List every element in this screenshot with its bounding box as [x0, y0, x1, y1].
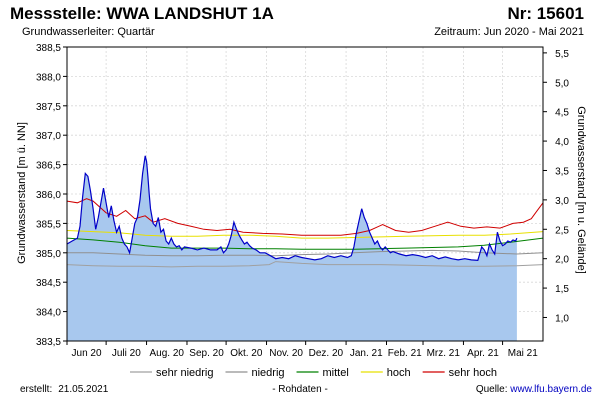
- legend-label-mittel: mittel: [323, 367, 349, 379]
- y-tick-label: 383,5: [36, 337, 61, 348]
- y-tick-label: 388,0: [36, 72, 61, 83]
- x-tick-label: Feb. 21: [388, 348, 422, 359]
- x-tick-label: Apr. 21: [467, 348, 499, 359]
- y-tick-label: 387,0: [36, 131, 61, 142]
- created-label: erstellt:: [20, 384, 53, 395]
- aquifer-label: Grundwasserleiter: Quartär: [22, 26, 155, 38]
- source-label: Quelle:: [475, 384, 508, 395]
- y2-tick-label: 4,0: [555, 137, 569, 148]
- y2-tick-label: 1,0: [555, 313, 569, 324]
- x-tick-label: Dez. 20: [309, 348, 344, 359]
- series-line-mittel: [66, 237, 544, 250]
- chart-area: [67, 155, 517, 341]
- water-level-area: [67, 155, 517, 341]
- y-tick-label: 388,5: [36, 43, 61, 54]
- x-tick-label: Jan. 21: [350, 348, 383, 359]
- y2-axis-label: Grundwasserstand [m u. Gelände]: [575, 106, 587, 274]
- legend-label-hoch: hoch: [387, 367, 411, 379]
- x-tick-label: Mrz. 21: [427, 348, 461, 359]
- y-tick-label: 385,5: [36, 219, 61, 230]
- y-tick-label: 384,5: [36, 278, 61, 289]
- y-tick-label: 386,0: [36, 190, 61, 201]
- series-line-hoch: [66, 230, 544, 239]
- reference-lines: [66, 155, 544, 268]
- legend: sehr niedrig niedrig mittel hoch sehr hoch: [130, 367, 497, 379]
- raw-data-note: - Rohdaten -: [272, 384, 328, 395]
- source-link[interactable]: www.lfu.bayern.de: [510, 384, 592, 395]
- page-title: Messstelle: WWA LANDSHUT 1A: [10, 4, 274, 23]
- x-tick-label: Juli 20: [112, 348, 141, 359]
- x-tick-label: Sep. 20: [189, 348, 224, 359]
- created-date: 21.05.2021: [58, 384, 109, 395]
- series-line-sehr-hoch: [66, 198, 544, 236]
- y2-tick-label: 2,0: [555, 255, 569, 266]
- legend-label-niedrig: niedrig: [251, 367, 284, 379]
- y-tick-label: 386,5: [36, 161, 61, 172]
- y2-tick-label: 3,0: [555, 196, 569, 207]
- created-info: erstellt: 21.05.2021: [20, 384, 108, 395]
- x-tick-label: Aug. 20: [150, 348, 185, 359]
- y2-tick-label: 1,5: [555, 284, 569, 295]
- series-line-niedrig: [67, 249, 544, 257]
- y-tick-label: 387,5: [36, 102, 61, 113]
- series-line-sehr-niedrig: [66, 261, 544, 268]
- source-info: Quelle: www.lfu.bayern.de: [476, 384, 592, 395]
- x-tick-label: Okt. 20: [230, 348, 263, 359]
- axis-ticks: 388,5 388,0 387,5 387,0 386,5 386,0 385,5 385,0…: [36, 43, 569, 359]
- station-number: Nr: 15601: [507, 4, 584, 23]
- x-tick-label: Nov. 20: [269, 348, 303, 359]
- y-axis-label: Grundwasserstand [m ü. NN]: [16, 122, 28, 264]
- y2-tick-label: 3,5: [555, 166, 569, 177]
- legend-label-sehr-niedrig: sehr niedrig: [156, 367, 213, 379]
- y2-tick-label: 4,5: [555, 108, 569, 119]
- y2-tick-label: 5,5: [555, 49, 569, 60]
- x-tick-label: Mai 21: [508, 348, 538, 359]
- x-tick-label: Jun 20: [72, 348, 102, 359]
- period-label: Zeitraum: Jun 2020 - Mai 2021: [434, 26, 584, 38]
- y-tick-label: 384,0: [36, 308, 61, 319]
- y2-tick-label: 5,0: [555, 78, 569, 89]
- legend-label-sehr-hoch: sehr hoch: [449, 367, 497, 379]
- y2-tick-label: 2,5: [555, 225, 569, 236]
- water-level-line: [66, 155, 518, 262]
- y-tick-label: 385,0: [36, 249, 61, 260]
